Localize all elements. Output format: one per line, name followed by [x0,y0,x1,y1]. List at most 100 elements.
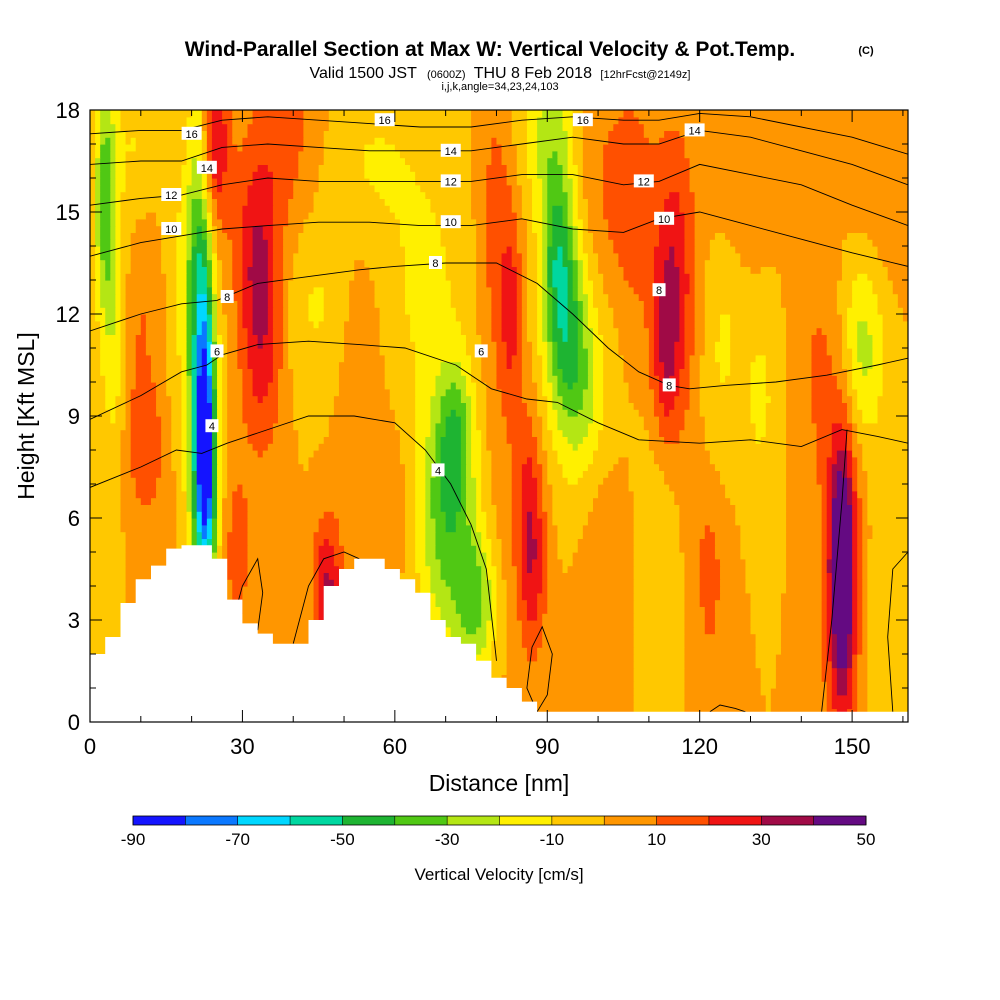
velocity-cell [460,463,467,471]
velocity-cell [277,402,294,410]
velocity-cell [277,382,294,390]
x-axis: 0 30 60 90 120 150 [84,110,904,759]
velocity-cell [415,382,437,390]
velocity-cell [440,484,462,492]
velocity-cell [191,300,198,308]
velocity-cell [882,314,904,322]
velocity-cell [836,280,853,288]
theta-contour-16 [90,112,908,155]
velocity-cell [176,246,188,254]
velocity-cell [206,232,213,240]
velocity-cell [653,252,670,261]
velocity-cell [430,422,437,431]
velocity-cell [496,354,508,363]
contour-label-background [652,283,666,297]
velocity-cell [592,402,604,410]
velocity-cell [537,348,548,356]
velocity-cell [130,395,157,403]
velocity-cell [90,307,96,315]
velocity-cell [150,354,167,363]
velocity-cell [770,395,787,403]
velocity-cell [623,354,650,363]
velocity-cell [684,361,691,369]
velocity-cell [140,327,147,335]
velocity-cell [430,572,442,580]
velocity-cell [283,354,289,363]
velocity-cell [435,375,467,383]
velocity-cell [847,484,853,492]
velocity-cell [130,470,162,478]
velocity-cell [100,280,116,288]
velocity-cell [648,327,655,335]
velocity-cell [618,341,650,349]
velocity-cell [526,531,533,539]
velocity-cell [430,395,442,403]
velocity-cell [440,504,462,512]
velocity-cell [547,286,553,295]
velocity-cell [679,314,686,322]
velocity-cell [857,592,863,601]
velocity-cell [516,273,523,281]
velocity-cell [486,178,508,186]
velocity-cell [633,667,686,675]
velocity-cell [730,368,752,376]
velocity-cell [852,545,858,553]
velocity-cell [277,368,294,376]
velocity-cell [227,341,238,349]
velocity-cell [206,320,213,329]
velocity-cell [506,246,513,254]
velocity-cell [537,490,543,499]
velocity-cell [592,409,604,417]
velocity-cell [577,212,589,220]
velocity-cell [476,300,492,308]
velocity-cell [542,198,548,206]
velocity-cell [684,354,691,363]
velocity-cell [471,422,477,431]
velocity-cell [95,307,106,315]
velocity-cell [694,348,706,356]
terrain-shape [90,545,908,722]
velocity-cell [95,171,101,179]
velocity-cell [217,273,223,281]
velocity-cell [186,252,193,261]
velocity-cell [344,545,406,553]
velocity-cell [841,348,853,356]
velocity-cell [836,300,853,308]
velocity-cell [857,620,863,628]
velocity-cell [811,368,833,376]
velocity-cell [857,545,863,553]
velocity-cell [227,164,259,172]
velocity-cell [100,354,122,363]
velocity-cell [755,660,777,669]
velocity-cell [222,178,254,186]
velocity-cell [537,130,569,138]
velocity-cell [262,225,274,233]
velocity-cell [704,531,716,539]
velocity-cell [862,640,868,648]
colorbar-swatch [237,816,291,825]
velocity-cell [582,191,604,199]
velocity-cell [247,341,259,349]
velocity-cell [633,545,680,553]
velocity-cell [95,218,101,227]
theta-contours [90,112,908,713]
velocity-cell [333,409,396,417]
velocity-cell [740,538,787,546]
velocity-cell [272,334,284,342]
velocity-cell [191,212,203,220]
velocity-cell [206,531,213,539]
velocity-cell [242,218,274,227]
velocity-cell [577,375,589,383]
velocity-cell [506,341,518,349]
velocity-cell [562,368,579,376]
velocity-cell [765,402,787,410]
velocity-cell [364,164,411,172]
velocity-cell [714,531,741,539]
velocity-cell [598,320,614,329]
velocity-cell [633,688,686,696]
contour-label-background [196,160,217,174]
velocity-cell [526,334,538,342]
velocity-cell [521,198,533,206]
velocity-cell [821,640,828,648]
velocity-cell [659,354,675,363]
